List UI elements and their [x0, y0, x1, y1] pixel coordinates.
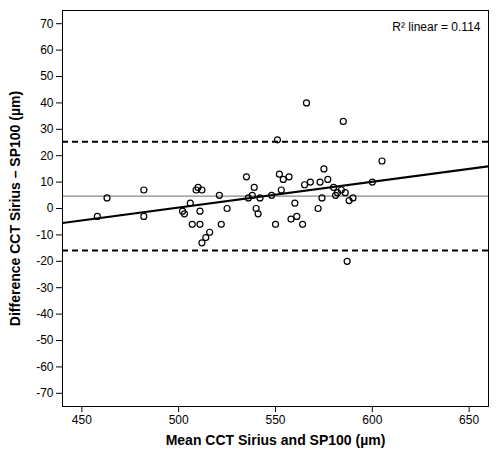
svg-text:10: 10 [40, 175, 54, 189]
svg-text:R² linear = 0.114: R² linear = 0.114 [392, 20, 480, 34]
svg-text:450: 450 [72, 413, 92, 427]
svg-text:40: 40 [40, 96, 54, 110]
svg-text:60: 60 [40, 43, 54, 57]
svg-text:30: 30 [40, 122, 54, 136]
svg-text:20: 20 [40, 149, 54, 163]
svg-text:-40: -40 [36, 307, 54, 321]
svg-text:-30: -30 [36, 281, 54, 295]
svg-text:50: 50 [40, 69, 54, 83]
svg-text:650: 650 [459, 413, 479, 427]
svg-text:Mean CCT Sirius and SP100 (µm): Mean CCT Sirius and SP100 (µm) [166, 432, 386, 448]
svg-text:-60: -60 [36, 360, 54, 374]
svg-text:70: 70 [40, 17, 54, 31]
svg-text:-70: -70 [36, 386, 54, 400]
svg-text:-50: -50 [36, 333, 54, 347]
svg-text:0: 0 [47, 201, 54, 215]
svg-text:500: 500 [169, 413, 189, 427]
svg-text:Difference CCT Sirius – SP100: Difference CCT Sirius – SP100 (µm) [7, 91, 23, 326]
svg-text:600: 600 [362, 413, 382, 427]
svg-text:550: 550 [265, 413, 285, 427]
svg-text:-10: -10 [36, 228, 54, 242]
svg-text:-20: -20 [36, 254, 54, 268]
